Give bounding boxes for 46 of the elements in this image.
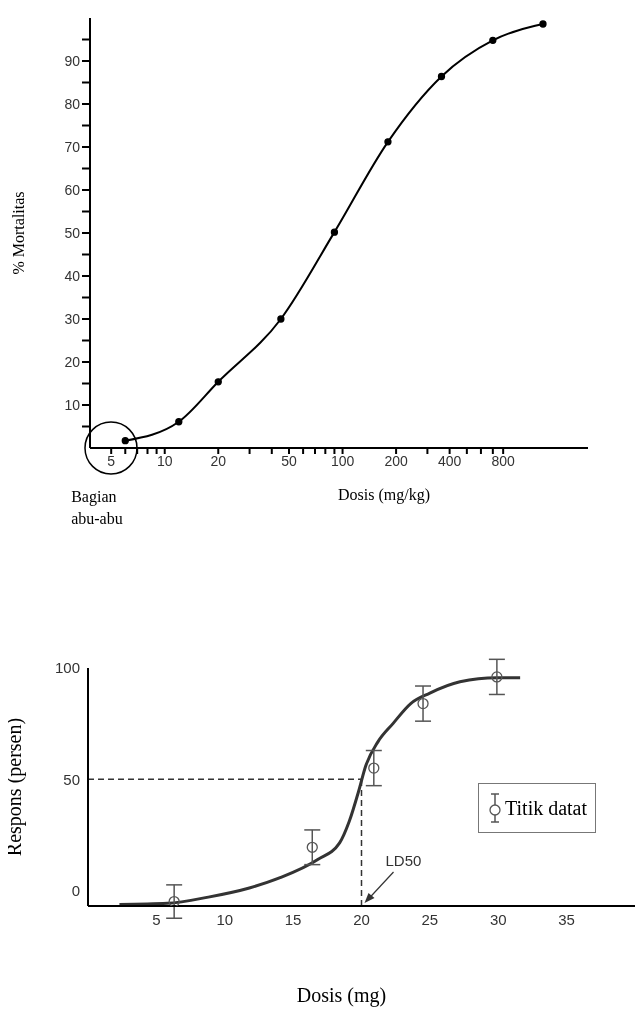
point bbox=[306, 841, 318, 853]
y-tick-label: 40 bbox=[64, 267, 81, 284]
point bbox=[168, 895, 180, 906]
text: Bagian abu-abu bbox=[71, 487, 124, 529]
x-tick-label: 10 bbox=[156, 452, 173, 469]
point bbox=[417, 697, 429, 710]
x-tick-label: 10 bbox=[216, 910, 234, 928]
legend-label: Titik datat bbox=[505, 796, 588, 820]
y-tick-label: 70 bbox=[64, 138, 81, 155]
x-tick-label: 50 bbox=[281, 452, 298, 469]
x-tick-label: 30 bbox=[489, 910, 507, 928]
point bbox=[277, 315, 285, 323]
x-tick-label: 400 bbox=[437, 452, 462, 469]
point bbox=[368, 762, 380, 774]
y-tick-label: 20 bbox=[64, 353, 81, 370]
x-tick-label: 100 bbox=[330, 452, 355, 469]
y-tick-label: 80 bbox=[64, 95, 81, 112]
x-tick-label: 15 bbox=[284, 910, 302, 928]
x-tick-label: 800 bbox=[491, 452, 516, 469]
x-tick-label: 5 bbox=[152, 910, 161, 928]
y-tick-label: 50 bbox=[63, 770, 80, 788]
x-tick-label: 5 bbox=[107, 452, 116, 469]
y-tick-label: 30 bbox=[64, 310, 81, 327]
x-tick-label: 200 bbox=[384, 452, 408, 469]
point bbox=[489, 36, 497, 45]
y-tick-label: 50 bbox=[64, 224, 81, 241]
y-tick-label: 0 bbox=[71, 881, 80, 899]
x-axis-title: Dosis (mg/kg) bbox=[338, 486, 430, 504]
x-tick-label: 35 bbox=[558, 910, 575, 928]
x-tick-label: 25 bbox=[421, 910, 439, 928]
ref-line-label: LD50 bbox=[385, 852, 422, 869]
y-tick-label: 100 bbox=[54, 659, 80, 677]
y-axis-title: Respons (persen) bbox=[3, 717, 27, 857]
x-tick-label: 20 bbox=[353, 910, 370, 928]
y-axis-title: % Mortalitas bbox=[9, 191, 27, 275]
point bbox=[121, 437, 129, 445]
point bbox=[491, 671, 503, 683]
x-axis-title: Dosis (mg) bbox=[295, 984, 388, 1007]
y-tick-label: 10 bbox=[64, 396, 81, 413]
point bbox=[175, 418, 183, 426]
y-tick-label: 60 bbox=[64, 181, 81, 198]
x-tick-label: 20 bbox=[210, 452, 227, 469]
point bbox=[437, 72, 446, 81]
point bbox=[330, 228, 339, 236]
point bbox=[384, 138, 392, 146]
y-tick-label: 90 bbox=[64, 52, 81, 69]
